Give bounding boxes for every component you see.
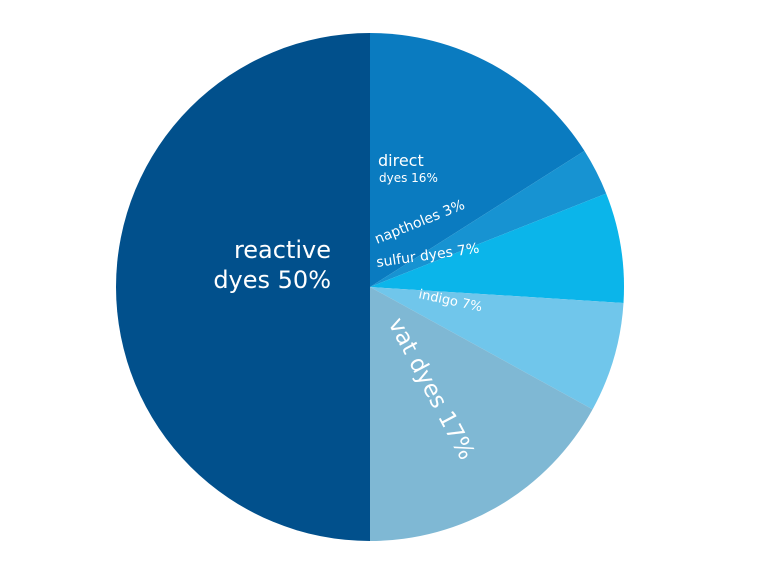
pie-slice-indigo [370, 287, 624, 410]
label-reactive-1: reactive [234, 236, 331, 264]
label-direct-2: dyes 16% [379, 171, 438, 185]
pie-slice-naptholes [370, 150, 607, 287]
label-reactive-2: dyes 50% [213, 266, 331, 294]
label-direct-1: direct [378, 151, 424, 170]
pie-slice-direct [370, 33, 585, 287]
pie-slice-vat [370, 287, 593, 541]
pie-slice-sulfur [370, 193, 624, 303]
pie-slice-reactive [116, 33, 370, 541]
